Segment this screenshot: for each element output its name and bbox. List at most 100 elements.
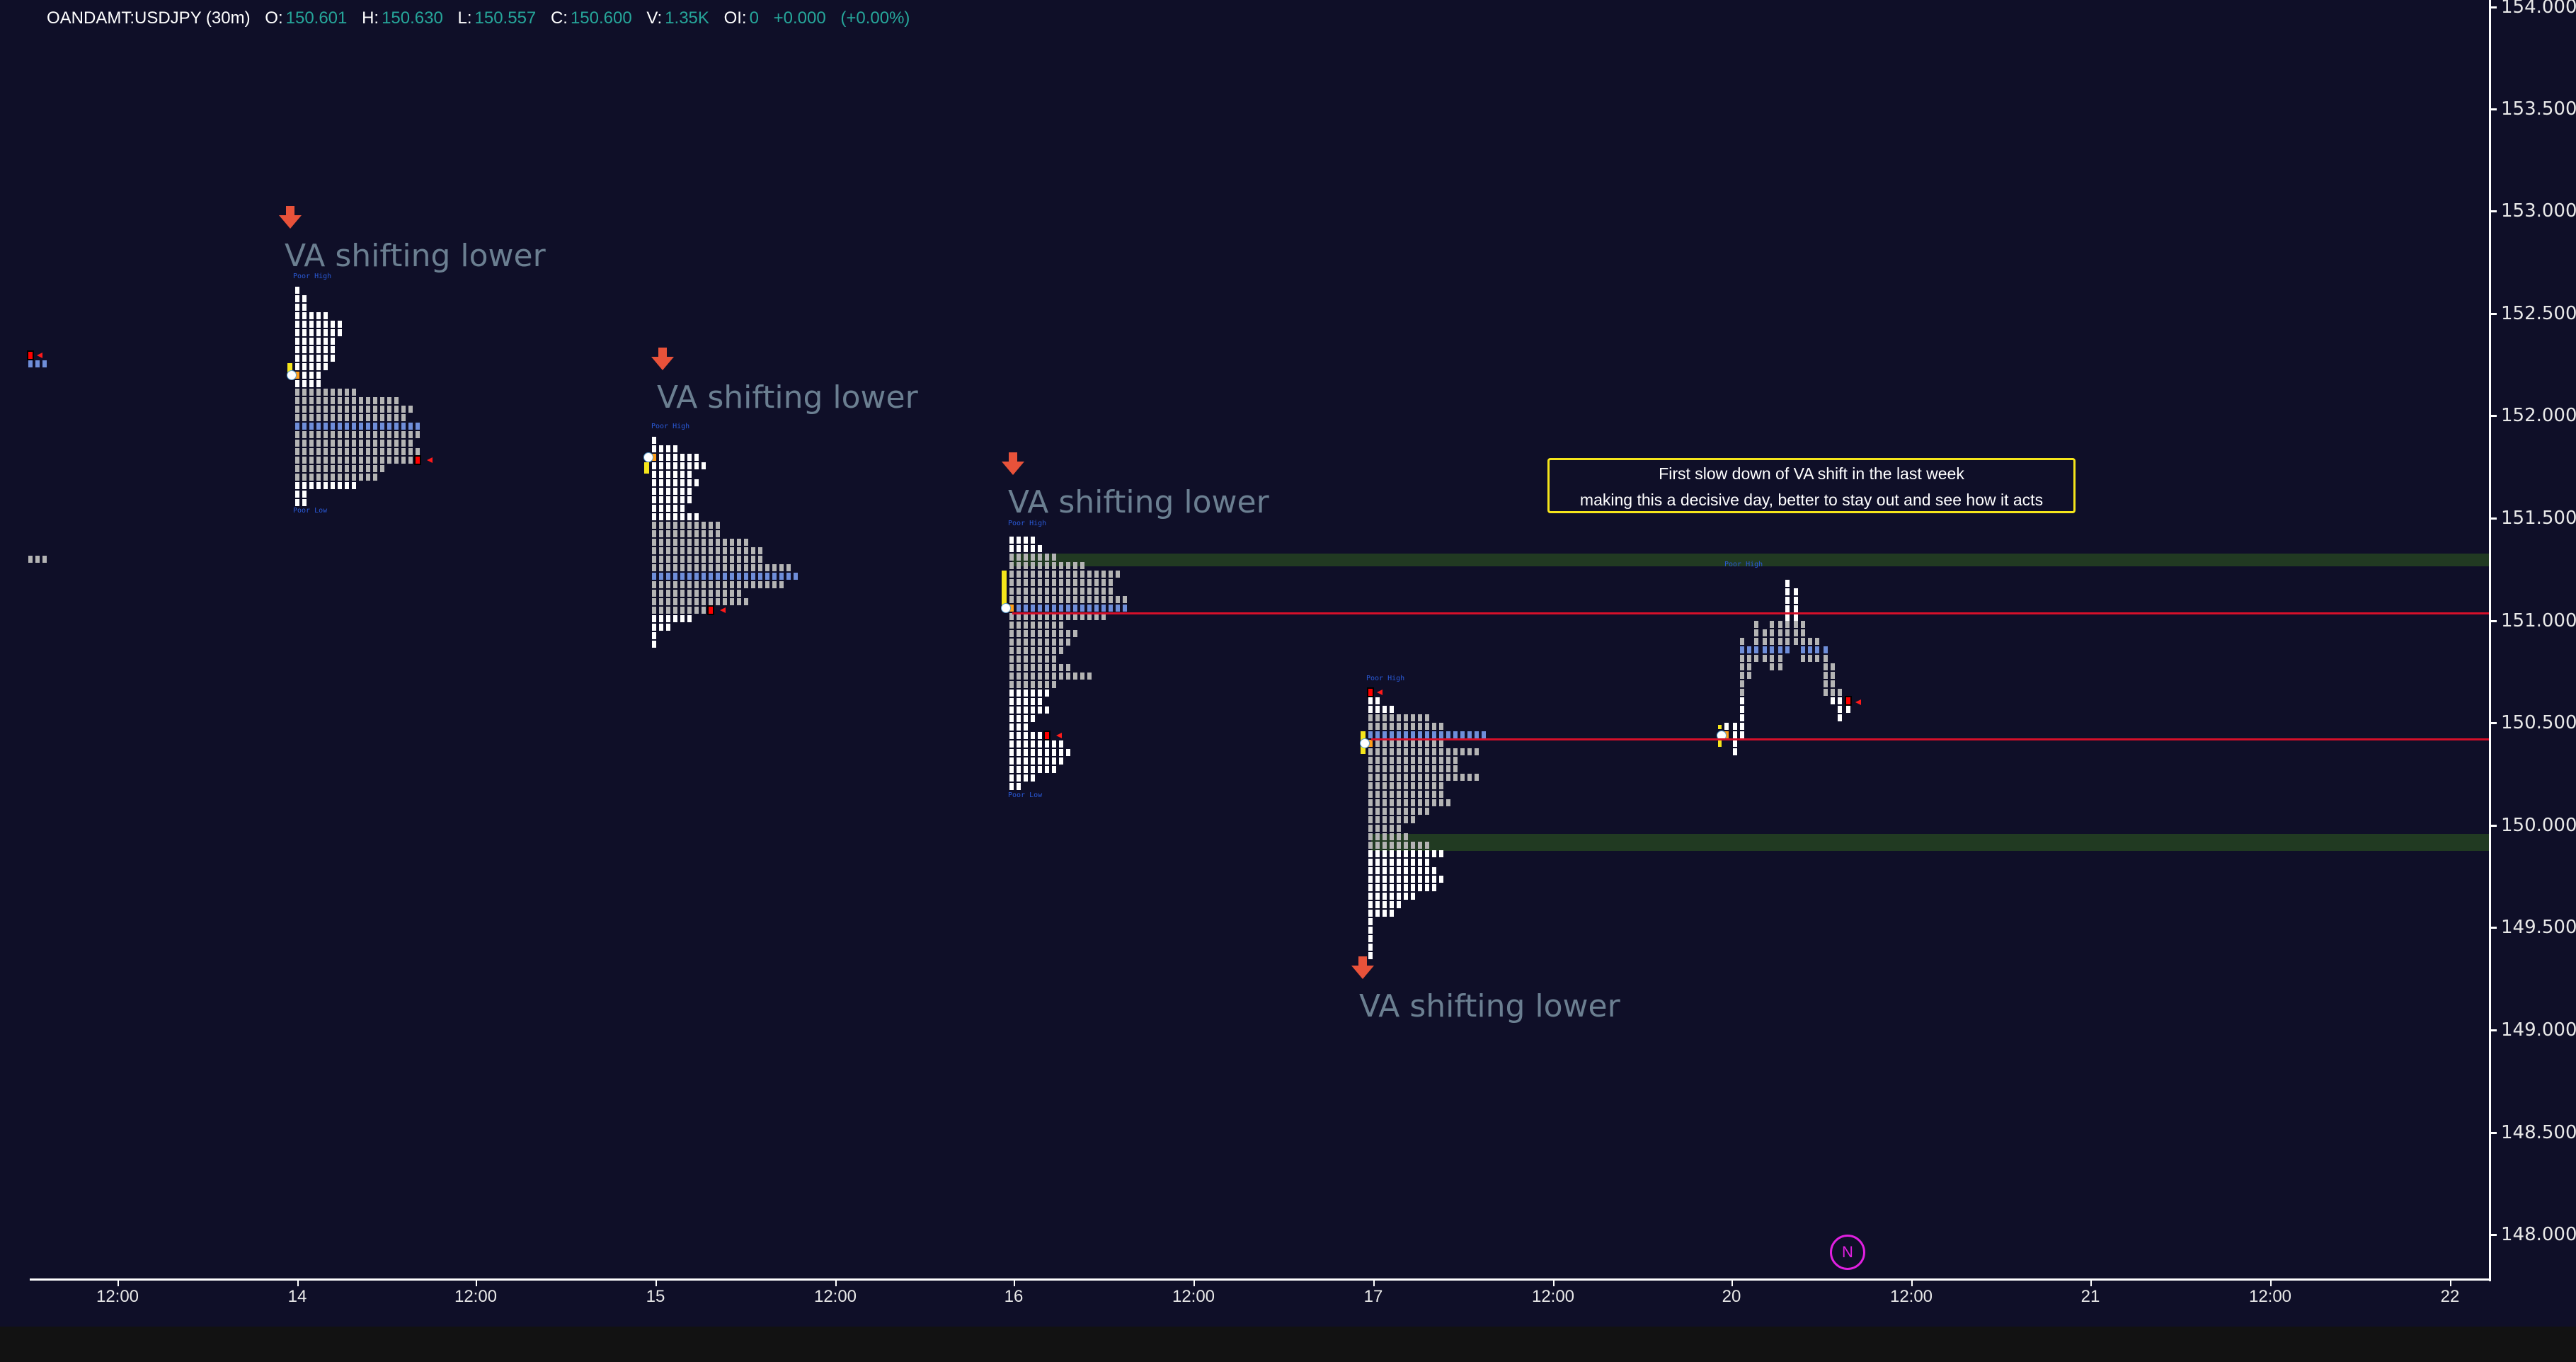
tpo-cell: [1432, 850, 1436, 857]
tpo-cell: [694, 598, 699, 605]
tpo-cell: [1383, 808, 1387, 815]
tpo-cell: [1052, 622, 1056, 629]
tpo-cell: [316, 406, 321, 413]
tpo-cell: [1368, 893, 1373, 900]
tpo-cell: [302, 457, 307, 464]
tpo-cell: [694, 590, 699, 597]
va-shift-label[interactable]: VA shifting lower: [285, 238, 546, 274]
callout-note[interactable]: First slow down of VA shift in the last …: [1547, 458, 2076, 513]
tpo-cell: [295, 363, 299, 370]
tpo-cell: [309, 329, 314, 336]
price-label: 149.000: [2501, 1019, 2576, 1041]
tpo-cell: [1411, 893, 1415, 900]
tpo-cell: [1375, 697, 1380, 704]
tpo-cell: [1059, 757, 1063, 765]
down-arrow-icon[interactable]: [1001, 452, 1025, 476]
tpo-cell: [366, 457, 370, 464]
volume-key: V:: [646, 8, 663, 28]
tpo-cell: [309, 389, 314, 396]
tpo-cell: [1368, 884, 1373, 891]
resistance-line[interactable]: [1012, 612, 2489, 614]
tpo-cell: [1808, 638, 1812, 645]
tpo-cell: [737, 590, 741, 597]
tpo-cell: [1017, 647, 1021, 654]
tpo-cell: [1425, 723, 1429, 730]
tpo-cell: [345, 457, 349, 464]
tpo-cell: [302, 431, 307, 438]
tpo-cell: [380, 414, 384, 421]
va-shift-label[interactable]: VA shifting lower: [1359, 988, 1620, 1024]
tpo-cell: [1038, 706, 1042, 714]
tpo-cell: [302, 499, 307, 506]
tpo-cell: [1383, 706, 1387, 713]
tpo-cell: [394, 397, 399, 404]
lower-demand-zone[interactable]: [1371, 834, 2489, 851]
initial-balance-bar: [644, 462, 649, 474]
tpo-cell: [659, 513, 663, 520]
tpo-cell: [1024, 596, 1028, 603]
tpo-cell: [338, 440, 342, 447]
tpo-cell: [737, 581, 741, 588]
tpo-cell: [1017, 630, 1021, 637]
tpo-cell: [1763, 638, 1767, 645]
tpo-cell: [387, 431, 391, 438]
tpo-cell: [1383, 893, 1387, 900]
tpo-cell: [1017, 706, 1021, 714]
down-arrow-icon[interactable]: [651, 347, 675, 371]
tpo-cell: [366, 465, 370, 472]
tpo-cell: [1066, 639, 1070, 646]
down-arrow-icon[interactable]: [278, 205, 302, 229]
tpo-cell: [723, 581, 727, 588]
tpo-cell: [1411, 850, 1415, 857]
tpo-cell: [659, 522, 663, 529]
tpo-cell: [324, 414, 328, 421]
va-shift-label[interactable]: VA shifting lower: [657, 379, 918, 416]
down-arrow-icon[interactable]: [1351, 956, 1375, 980]
tpo-cell: [1397, 714, 1401, 721]
va-shift-label[interactable]: VA shifting lower: [1008, 484, 1269, 520]
time-label: 12:00: [813, 1287, 857, 1306]
tpo-cell: [380, 406, 384, 413]
tpo-cell: [331, 431, 335, 438]
tpo-cell: [366, 448, 370, 455]
tpo-cell: [1052, 605, 1056, 612]
open-price-icon: [1360, 738, 1370, 748]
tpo-cell: [1740, 655, 1744, 662]
tpo-cell: [1425, 884, 1429, 891]
tpo-cell: [28, 556, 33, 563]
volume-value: 1.35K: [665, 8, 709, 28]
open-price-icon: [287, 370, 297, 380]
tpo-cell: [338, 474, 342, 481]
tpo-cell: [1432, 884, 1436, 891]
tpo-cell: [366, 414, 370, 421]
tpo-cell: [1031, 647, 1035, 654]
tpo-cell: [779, 573, 784, 580]
tpo-cell: [1397, 901, 1401, 908]
chart-pane[interactable]: OANDAMT:USDJPY (30m) O: 150.601 H: 150.630…: [0, 0, 2576, 1327]
tpo-cell: [673, 598, 677, 605]
tpo-cell: [309, 448, 314, 455]
tpo-cell: [1094, 605, 1099, 612]
tpo-cell: [1824, 646, 1828, 653]
tpo-cell: [687, 581, 692, 588]
support-line[interactable]: [1371, 738, 2489, 740]
tpo-cell: [1101, 605, 1106, 612]
tpo-cell: [295, 329, 299, 336]
tpo-cell: [1432, 867, 1436, 874]
tpo-cell: [1116, 605, 1120, 612]
symbol-legend: OANDAMT:USDJPY (30m) O: 150.601 H: 150.630…: [47, 8, 910, 28]
symbol-title[interactable]: OANDAMT:USDJPY (30m): [47, 8, 251, 28]
tpo-cell: [387, 406, 391, 413]
tpo-cell: [694, 522, 699, 529]
time-label: 16: [1004, 1287, 1024, 1306]
tpo-cell: [366, 406, 370, 413]
tpo-cell: [1368, 910, 1373, 917]
change-value: +0.000: [773, 8, 826, 28]
tpo-cell: [1411, 731, 1415, 738]
upper-supply-zone[interactable]: [1012, 554, 2489, 566]
time-label: 12:00: [1172, 1287, 1215, 1306]
tpo-cell: [1831, 672, 1835, 679]
tpo-cell: [359, 423, 363, 430]
news-event-icon[interactable]: N: [1830, 1235, 1865, 1270]
tpo-cell: [1031, 605, 1035, 612]
